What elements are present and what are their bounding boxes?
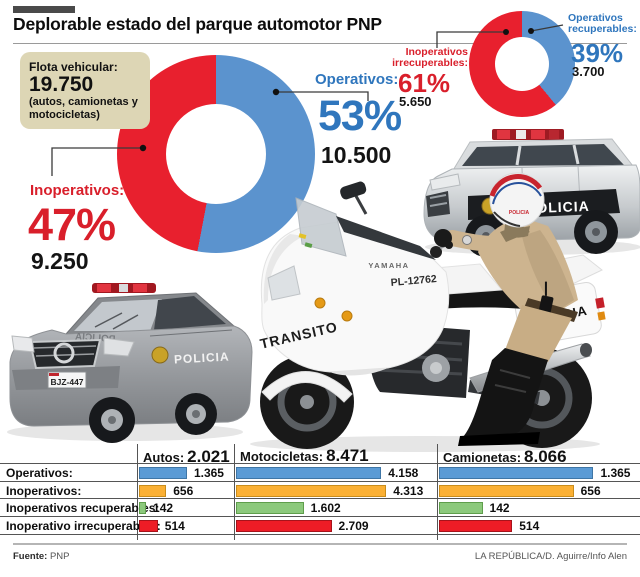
bar-autos-inoperativos (139, 484, 167, 497)
column-total: 2.021 (187, 447, 230, 466)
bar-value: 2.709 (338, 518, 369, 533)
column-label: Motocicletas: (240, 449, 324, 464)
bar-value: 1.365 (193, 465, 224, 480)
bar-camionetas-operativos (439, 466, 594, 479)
sedan-policia-label: POLICIA (174, 350, 230, 367)
recuperables-pct: 39% (571, 38, 624, 68)
bar-value: 514 (519, 518, 540, 533)
column-header-camionetas: Camionetas: 8.066 (443, 447, 567, 467)
table-line (0, 534, 640, 535)
table-line (0, 516, 640, 517)
bar-cell: 4.313 (236, 483, 435, 498)
bar-value: 656 (173, 483, 194, 498)
bar-motos-operativos (236, 466, 382, 479)
bar-cell: 656 (439, 483, 637, 498)
table-divider (137, 444, 138, 540)
fleet-note: (autos, camionetas y motocicletas) (29, 96, 138, 121)
fleet-label: Flota vehicular: (29, 60, 118, 74)
kicker-bar (13, 6, 75, 13)
table-line (0, 463, 640, 464)
recuperables-label: Operativos recuperables: (568, 12, 637, 36)
fleet-total-box: Flota vehicular: 19.750 (autos, camionet… (20, 52, 150, 130)
bar-cell: 656 (139, 483, 233, 498)
bar-camionetas-inoperativos (439, 484, 574, 497)
column-header-motocicletas: Motocicletas: 8.471 (240, 446, 369, 466)
footer-divider (13, 543, 627, 545)
bar-value: 514 (164, 518, 185, 533)
bar-autos-irrecuperables (139, 519, 158, 532)
bar-value: 656 (580, 483, 601, 498)
source-value: PNP (49, 551, 70, 562)
recuperables-value: 3.700 (572, 64, 605, 79)
sedan-plate-text: BJZ-447 (50, 377, 83, 387)
moto-brand-label: YAMAHA (368, 261, 409, 270)
source-label: Fuente: (13, 551, 48, 562)
bar-motos-recuperables (236, 501, 304, 514)
table-divider (234, 444, 235, 540)
irrecuperables-pct: 61% (398, 68, 451, 98)
irrecuperables-value: 5.650 (399, 94, 432, 109)
bar-cell: 142 (439, 500, 637, 515)
fleet-breakdown-table: Autos: 2.021 Motocicletas: 8.471 Camioneta… (0, 443, 640, 543)
bar-value: 1.365 (600, 465, 631, 480)
credit-note: LA REPÚBLICA/D. Aguirre/Info Alen (474, 551, 627, 562)
police-motorcycle-and-officer: POLICIA POLICIA (250, 172, 606, 452)
source-note: Fuente: PNP (13, 551, 70, 562)
fleet-value: 19.750 (29, 73, 94, 96)
bar-cell: 142 (139, 500, 233, 515)
bar-value: 142 (153, 500, 174, 515)
inoperativos-label: Inoperativos: (30, 182, 125, 199)
row-label-inoperativos: Inoperativos: (6, 484, 82, 498)
bar-value: 4.158 (388, 465, 419, 480)
bar-motos-inoperativos (236, 484, 387, 497)
column-label: Camionetas: (443, 450, 522, 465)
bar-cell: 514 (139, 518, 233, 533)
operativos-value: 10.500 (321, 142, 392, 168)
bar-cell: 4.158 (236, 465, 435, 480)
bar-autos-recuperables (139, 501, 147, 514)
column-total: 8.066 (524, 447, 567, 466)
moto-plate-text: PL-12762 (390, 273, 437, 289)
bar-motos-irrecuperables (236, 519, 332, 532)
inoperativos-pct: 47% (28, 199, 116, 250)
column-total: 8.471 (326, 446, 369, 465)
operativos-label: Operativos: (315, 71, 399, 88)
bar-value: 1.602 (310, 500, 341, 515)
main-donut-hole (166, 104, 266, 204)
bar-camionetas-irrecuperables (439, 519, 513, 532)
bar-value: 142 (489, 500, 510, 515)
page-title: Deplorable estado del parque automotor P… (13, 14, 382, 34)
table-line (0, 481, 640, 482)
title-divider (13, 43, 627, 44)
bar-cell: 514 (439, 518, 637, 533)
bar-cell: 2.709 (236, 518, 435, 533)
sedan-license-plate: BJZ-447 (47, 371, 87, 389)
operativos-pct: 53% (318, 92, 402, 140)
row-label-operativos: Operativos: (6, 466, 73, 480)
police-sedan: POLICIA BJZ-447 POLICIA (7, 283, 253, 443)
bar-cell: 1.365 (139, 465, 233, 480)
officer-helmet: POLICIA (489, 172, 545, 228)
column-header-autos: Autos: 2.021 (143, 447, 230, 467)
table-divider (437, 444, 438, 540)
helmet-policia-label: POLICIA (509, 210, 530, 216)
bar-cell: 1.365 (439, 465, 637, 480)
bar-cell: 1.602 (236, 500, 435, 515)
column-label: Autos: (143, 450, 185, 465)
bar-camionetas-recuperables (439, 501, 483, 514)
irrecuperables-label: Inoperativos irrecuperables: (392, 46, 468, 70)
row-label-inop-recuperables: Inoperativos recuperables: (6, 501, 160, 515)
bar-value: 4.313 (393, 483, 424, 498)
bar-autos-operativos (139, 466, 187, 479)
row-label-inop-irrecuperables: Inoperativo irrecuperables: (6, 519, 161, 533)
table-line (0, 498, 640, 499)
inoperativos-value: 9.250 (31, 248, 89, 274)
